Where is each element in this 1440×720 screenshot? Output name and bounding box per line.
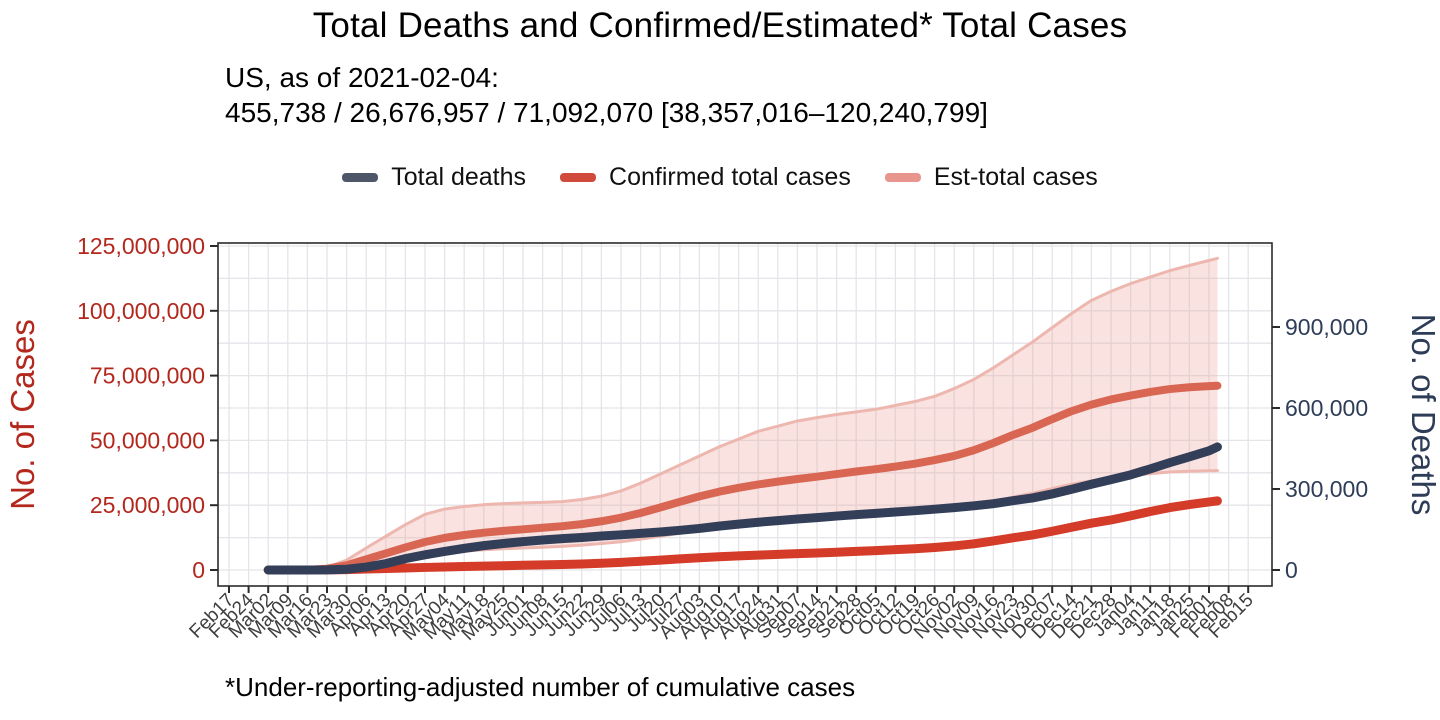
legend-item-est-total-cases: Est-total cases bbox=[884, 163, 1098, 192]
left-axis-title: No. of Cases bbox=[4, 319, 41, 510]
svg-text:0: 0 bbox=[1285, 557, 1298, 583]
series-total-deaths bbox=[263, 442, 1222, 575]
chart-svg: Feb17Feb24Mar02Mar09Mar16Mar23Mar30Apr06… bbox=[4, 233, 1440, 645]
legend-item-confirmed-total-cases: Confirmed total cases bbox=[560, 163, 851, 192]
svg-text:50,000,000: 50,000,000 bbox=[90, 427, 205, 453]
right-axis: 0 300,000 600,000 900,000 No. of Deaths bbox=[1272, 314, 1440, 583]
chart-title: Total Deaths and Confirmed/Estimated* To… bbox=[312, 6, 1128, 45]
series-confirmed-total-cases bbox=[263, 496, 1222, 575]
svg-text:75,000,000: 75,000,000 bbox=[90, 363, 205, 389]
legend: Total deaths Confirmed total cases Est-t… bbox=[0, 163, 1440, 192]
panel-border bbox=[217, 242, 1273, 587]
svg-text:0: 0 bbox=[192, 557, 205, 583]
chart-footnote: *Under-reporting-adjusted number of cumu… bbox=[225, 672, 856, 702]
chart-subtitle-line1: US, as of 2021-02-04: bbox=[225, 62, 499, 93]
legend-item-total-deaths: Total deaths bbox=[342, 163, 526, 192]
svg-text:300,000: 300,000 bbox=[1285, 476, 1368, 502]
legend-label-confirmed-total-cases: Confirmed total cases bbox=[609, 163, 851, 191]
legend-swatch-est-total-cases bbox=[884, 173, 921, 182]
chart-subtitle: US, as of 2021-02-04: 455,738 / 26,676,9… bbox=[225, 60, 988, 130]
svg-text:900,000: 900,000 bbox=[1285, 314, 1368, 340]
x-axis: Feb17Feb24Mar02Mar09Mar16Mar23Mar30Apr06… bbox=[186, 586, 1258, 645]
legend-swatch-confirmed-total-cases bbox=[560, 173, 597, 182]
chart-subtitle-line2: 455,738 / 26,676,957 / 71,092,070 [38,35… bbox=[225, 97, 988, 128]
left-axis: 0 25,000,000 50,000,000 75,000,000 100,000,0… bbox=[4, 233, 218, 583]
legend-label-est-total-cases: Est-total cases bbox=[933, 163, 1098, 191]
svg-text:600,000: 600,000 bbox=[1285, 395, 1368, 421]
series-est-total-cases bbox=[264, 381, 1222, 574]
plot-panel bbox=[218, 243, 1272, 586]
svg-text:100,000,000: 100,000,000 bbox=[77, 298, 205, 324]
svg-text:25,000,000: 25,000,000 bbox=[90, 492, 205, 518]
legend-swatch-total-deaths bbox=[342, 173, 379, 182]
right-axis-title: No. of Deaths bbox=[1405, 314, 1440, 516]
legend-label-total-deaths: Total deaths bbox=[391, 163, 527, 191]
svg-text:125,000,000: 125,000,000 bbox=[77, 233, 205, 259]
